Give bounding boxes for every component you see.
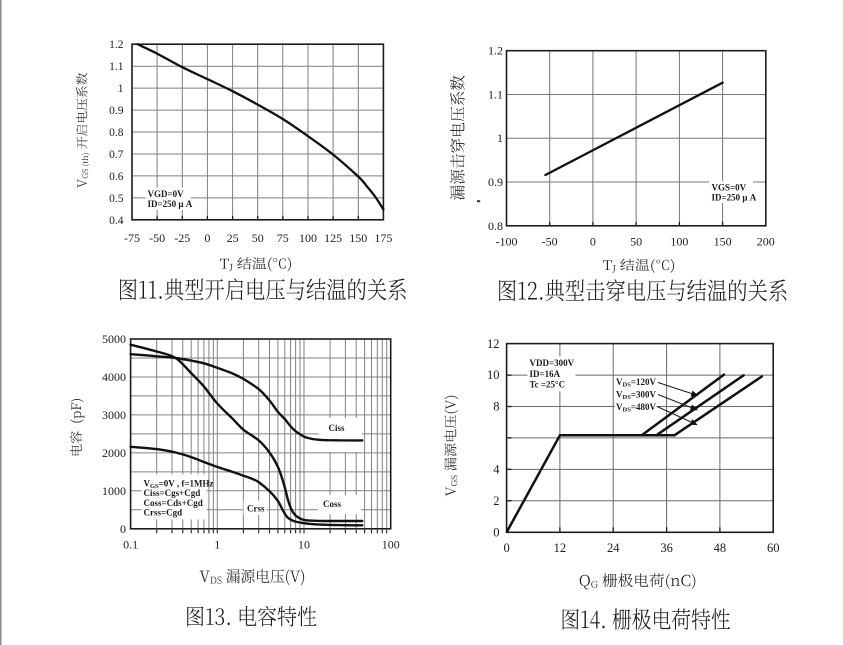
svg-text:Ciss=Cgs+Cgd: Ciss=Cgs+Cgd [144,488,201,498]
svg-text:0: 0 [503,541,509,555]
svg-text:200: 200 [757,235,775,249]
svg-text:0.8: 0.8 [109,127,124,139]
svg-text:150: 150 [349,231,367,245]
svg-text:0.1: 0.1 [123,537,138,551]
svg-text:ID=250 μ A: ID=250 μ A [148,199,193,209]
svg-text:25: 25 [227,231,239,245]
svg-text:VGS=0V: VGS=0V [712,182,747,192]
svg-text:10: 10 [487,368,500,382]
svg-text:-100: -100 [496,235,518,249]
svg-text:50: 50 [630,235,642,249]
svg-text:1.2: 1.2 [109,39,124,51]
svg-text:150: 150 [714,235,732,249]
svg-text:1: 1 [214,537,220,551]
svg-text:1.1: 1.1 [109,61,124,73]
svg-text:ID=16A: ID=16A [530,369,561,379]
svg-text:1.1: 1.1 [488,88,503,102]
svg-text:0.6: 0.6 [109,171,124,183]
svg-text:-50: -50 [542,235,558,249]
svg-text:12: 12 [554,541,567,555]
svg-text:1000: 1000 [102,484,126,498]
svg-text:VGS=0V , f=1MHz: VGS=0V , f=1MHz [144,479,214,491]
svg-text:-75: -75 [124,231,140,245]
svg-text:10: 10 [298,537,310,551]
svg-text:1: 1 [118,83,124,95]
svg-text:-25: -25 [174,231,190,245]
svg-text:Coss=Cds+Cgd: Coss=Cds+Cgd [144,498,203,508]
svg-text:48: 48 [714,541,727,555]
svg-text:0.9: 0.9 [488,175,503,189]
svg-text:3000: 3000 [102,408,126,422]
svg-text:0.8: 0.8 [488,219,503,233]
svg-text:100: 100 [670,235,688,249]
svg-text:75: 75 [277,231,289,245]
svg-text:60: 60 [767,541,780,555]
svg-text:Coss: Coss [323,499,342,509]
svg-text:1.2: 1.2 [488,44,503,58]
svg-text:100: 100 [299,231,317,245]
svg-text:4000: 4000 [102,370,126,384]
svg-text:12: 12 [487,337,500,351]
svg-text:125: 125 [324,231,342,245]
svg-text:Crss=Cgd: Crss=Cgd [144,508,183,518]
svg-text:0: 0 [493,526,499,540]
svg-text:ID=250 μ A: ID=250 μ A [712,193,757,203]
svg-text:Tc =25°C: Tc =25°C [530,380,566,390]
svg-text:Crss: Crss [247,504,265,514]
svg-text:VGD=0V: VGD=0V [148,189,185,199]
svg-text:8: 8 [493,400,499,414]
svg-text:4: 4 [493,463,500,477]
svg-text:0.9: 0.9 [109,105,124,117]
svg-text:0.7: 0.7 [109,149,124,161]
svg-text:0.5: 0.5 [109,193,124,205]
svg-text:-50: -50 [149,231,165,245]
svg-text:2000: 2000 [102,446,126,460]
svg-text:175: 175 [374,231,392,245]
svg-text:50: 50 [252,231,264,245]
svg-text:0: 0 [204,231,210,245]
svg-text:5000: 5000 [102,332,126,346]
svg-text:VDS=480V: VDS=480V [616,402,656,414]
svg-text:VDS=120V: VDS=120V [616,377,656,389]
svg-text:100: 100 [382,537,400,551]
svg-text:0: 0 [590,235,596,249]
svg-text:2: 2 [493,494,499,508]
svg-text:24: 24 [607,541,620,555]
svg-text:VDS=300V: VDS=300V [616,390,656,402]
svg-text:1: 1 [497,131,503,145]
svg-text:0: 0 [120,522,126,536]
svg-text:36: 36 [660,541,673,555]
svg-text:Ciss: Ciss [329,423,346,433]
svg-text:0.4: 0.4 [109,215,124,227]
svg-text:VDD=300V: VDD=300V [530,358,575,368]
